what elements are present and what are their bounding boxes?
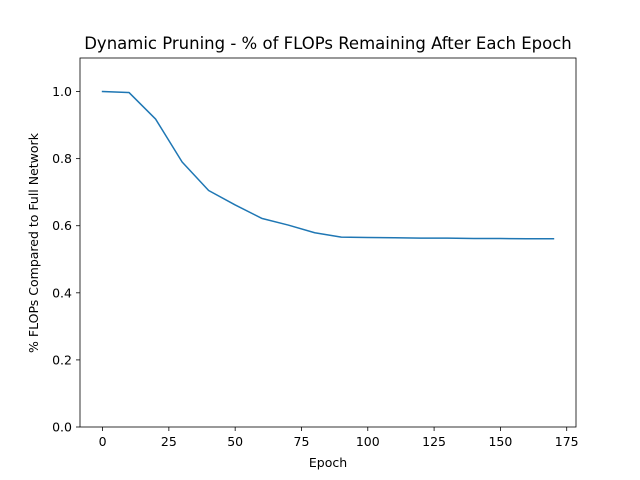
y-tick-label: 0.6	[52, 218, 72, 233]
x-tick-label: 100	[356, 434, 380, 449]
plot-area: 0 25 50 75 100 125 150 175 0.0 0.2 0.4 0.6 0.8 1.0	[52, 57, 579, 449]
y-tick-label: 1.0	[52, 84, 72, 99]
x-tick-label: 0	[99, 434, 107, 449]
y-tick-label: 0.8	[52, 151, 72, 166]
y-tick-label: 0.4	[52, 285, 72, 300]
x-tick-label: 25	[161, 434, 177, 449]
series-line-0	[101, 90, 555, 240]
axes-frame	[79, 57, 577, 428]
y-tick-label: 0.2	[52, 352, 72, 367]
x-tick-label: 175	[555, 434, 579, 449]
x-tick-label: 150	[488, 434, 512, 449]
chart-title: Dynamic Pruning - % of FLOPs Remaining A…	[84, 34, 572, 53]
x-axis-label: Epoch	[309, 455, 347, 470]
y-axis-label: % FLOPs Compared to Full Network	[26, 132, 41, 353]
x-tick-label: 75	[294, 434, 310, 449]
y-tick-label: 0.0	[52, 420, 72, 435]
x-tick-label: 50	[227, 434, 243, 449]
x-tick-label: 125	[422, 434, 446, 449]
